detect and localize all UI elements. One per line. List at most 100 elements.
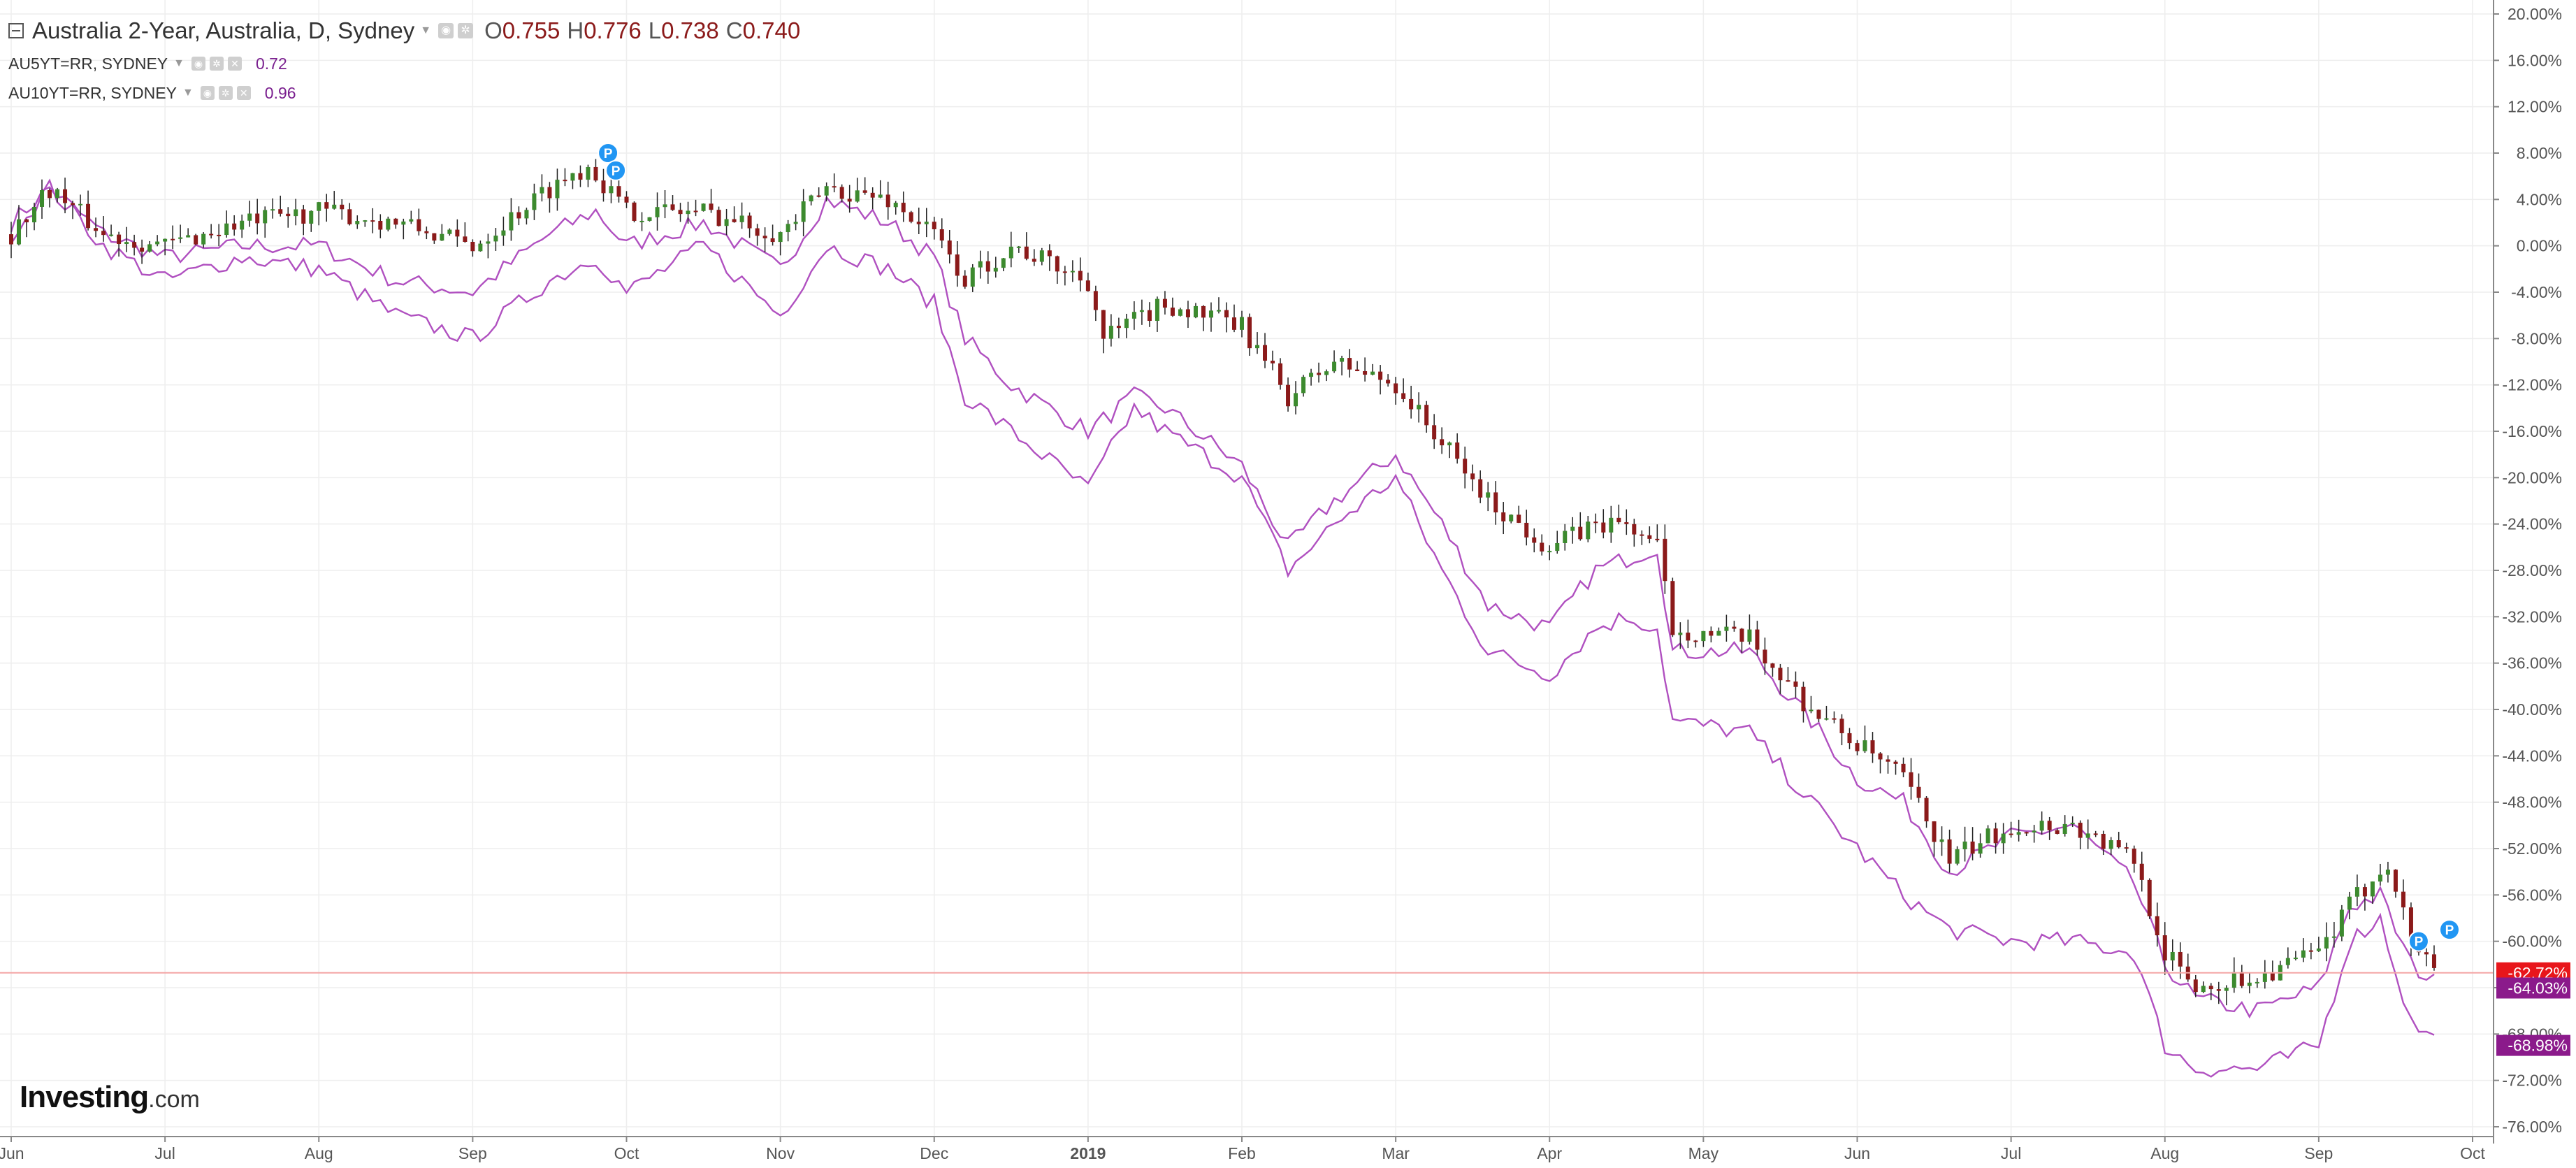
candle[interactable] bbox=[1563, 524, 1568, 551]
candle[interactable] bbox=[2155, 902, 2159, 947]
candle[interactable] bbox=[1570, 517, 1575, 544]
candle[interactable] bbox=[2285, 947, 2290, 969]
candle[interactable] bbox=[1001, 258, 1006, 272]
candle[interactable] bbox=[1540, 534, 1544, 556]
candle[interactable] bbox=[978, 250, 983, 279]
candle[interactable] bbox=[770, 224, 775, 246]
candle[interactable] bbox=[48, 188, 52, 208]
candle[interactable] bbox=[1947, 829, 1952, 873]
candle[interactable] bbox=[1593, 513, 1598, 533]
candle[interactable] bbox=[1255, 332, 1260, 354]
candle[interactable] bbox=[2278, 960, 2282, 981]
candle[interactable] bbox=[301, 205, 306, 236]
candle[interactable] bbox=[1170, 297, 1175, 317]
candle[interactable] bbox=[370, 208, 375, 233]
candle[interactable] bbox=[778, 231, 783, 256]
candle[interactable] bbox=[1470, 464, 1475, 491]
candle[interactable] bbox=[71, 201, 75, 219]
candle[interactable] bbox=[2324, 922, 2329, 962]
candle[interactable] bbox=[1370, 363, 1375, 376]
collapse-legend-icon[interactable] bbox=[8, 23, 24, 38]
candle[interactable] bbox=[247, 201, 252, 227]
candle[interactable] bbox=[762, 227, 767, 252]
candle[interactable] bbox=[563, 168, 567, 187]
candle[interactable] bbox=[862, 177, 867, 195]
candle[interactable] bbox=[163, 238, 168, 256]
candle[interactable] bbox=[2193, 974, 2198, 997]
candle[interactable] bbox=[2339, 904, 2344, 942]
candle[interactable] bbox=[1578, 512, 1583, 541]
candle[interactable] bbox=[901, 192, 906, 222]
candle[interactable] bbox=[1693, 640, 1698, 648]
candle[interactable] bbox=[2354, 874, 2359, 907]
candle[interactable] bbox=[878, 180, 883, 199]
candle[interactable] bbox=[809, 194, 813, 206]
candle[interactable] bbox=[186, 228, 191, 238]
candle[interactable] bbox=[1801, 682, 1806, 723]
candle[interactable] bbox=[2139, 851, 2144, 892]
candle[interactable] bbox=[2093, 830, 2098, 837]
candle[interactable] bbox=[1185, 301, 1190, 329]
chevron-down-icon[interactable]: ▼ bbox=[420, 24, 432, 36]
candle[interactable] bbox=[470, 239, 475, 257]
candle[interactable] bbox=[2255, 978, 2259, 988]
candle[interactable] bbox=[2116, 832, 2121, 849]
candle[interactable] bbox=[2201, 981, 2206, 993]
close-icon[interactable]: ✕ bbox=[228, 57, 242, 71]
candle[interactable] bbox=[101, 216, 106, 242]
candle[interactable] bbox=[270, 198, 275, 219]
candle[interactable] bbox=[1317, 362, 1322, 383]
candle[interactable] bbox=[1101, 310, 1106, 354]
candle[interactable] bbox=[1208, 302, 1213, 332]
chevron-down-icon[interactable]: ▼ bbox=[173, 57, 184, 69]
candle[interactable] bbox=[86, 190, 91, 231]
candle[interactable] bbox=[1286, 377, 1291, 412]
candle[interactable] bbox=[1916, 773, 1921, 803]
candle[interactable] bbox=[447, 228, 452, 236]
candle[interactable] bbox=[78, 194, 83, 216]
candle[interactable] bbox=[1463, 446, 1468, 489]
candle[interactable] bbox=[1985, 825, 1990, 844]
candle[interactable] bbox=[1709, 626, 1714, 643]
candle[interactable] bbox=[655, 192, 660, 231]
candle[interactable] bbox=[386, 216, 391, 232]
candle[interactable] bbox=[1332, 350, 1337, 373]
candle[interactable] bbox=[793, 214, 798, 231]
candle[interactable] bbox=[1355, 361, 1360, 372]
candle[interactable] bbox=[632, 201, 637, 223]
candle[interactable] bbox=[2362, 884, 2367, 911]
candle[interactable] bbox=[1131, 301, 1136, 330]
candle[interactable] bbox=[516, 206, 521, 226]
candle[interactable] bbox=[1447, 441, 1452, 459]
candle[interactable] bbox=[1993, 822, 1998, 854]
candle[interactable] bbox=[885, 181, 890, 220]
candle[interactable] bbox=[1294, 381, 1298, 414]
candle[interactable] bbox=[194, 233, 198, 245]
candle[interactable] bbox=[747, 212, 752, 238]
candle[interactable] bbox=[2062, 815, 2067, 837]
candle[interactable] bbox=[1647, 526, 1652, 544]
candle[interactable] bbox=[1024, 232, 1029, 261]
candle[interactable] bbox=[1586, 515, 1591, 542]
candle[interactable] bbox=[1032, 249, 1036, 266]
candle[interactable] bbox=[2101, 830, 2106, 856]
candle[interactable] bbox=[1493, 481, 1498, 525]
candle[interactable] bbox=[1409, 385, 1414, 419]
candle[interactable] bbox=[2347, 891, 2352, 920]
candle[interactable] bbox=[417, 208, 421, 236]
candle[interactable] bbox=[1162, 291, 1167, 315]
candle[interactable] bbox=[1193, 303, 1198, 319]
candle[interactable] bbox=[924, 208, 929, 238]
candle[interactable] bbox=[732, 206, 737, 223]
candle[interactable] bbox=[1939, 826, 1944, 856]
candle[interactable] bbox=[639, 212, 644, 231]
candle[interactable] bbox=[1893, 760, 1898, 775]
candle[interactable] bbox=[2393, 869, 2398, 898]
candle[interactable] bbox=[94, 217, 99, 238]
candle[interactable] bbox=[255, 199, 260, 235]
candle[interactable] bbox=[1517, 505, 1521, 524]
candle[interactable] bbox=[1271, 350, 1275, 370]
event-marker-icon[interactable]: P bbox=[598, 143, 619, 164]
candle[interactable] bbox=[839, 184, 844, 203]
candle[interactable] bbox=[1909, 758, 1913, 800]
